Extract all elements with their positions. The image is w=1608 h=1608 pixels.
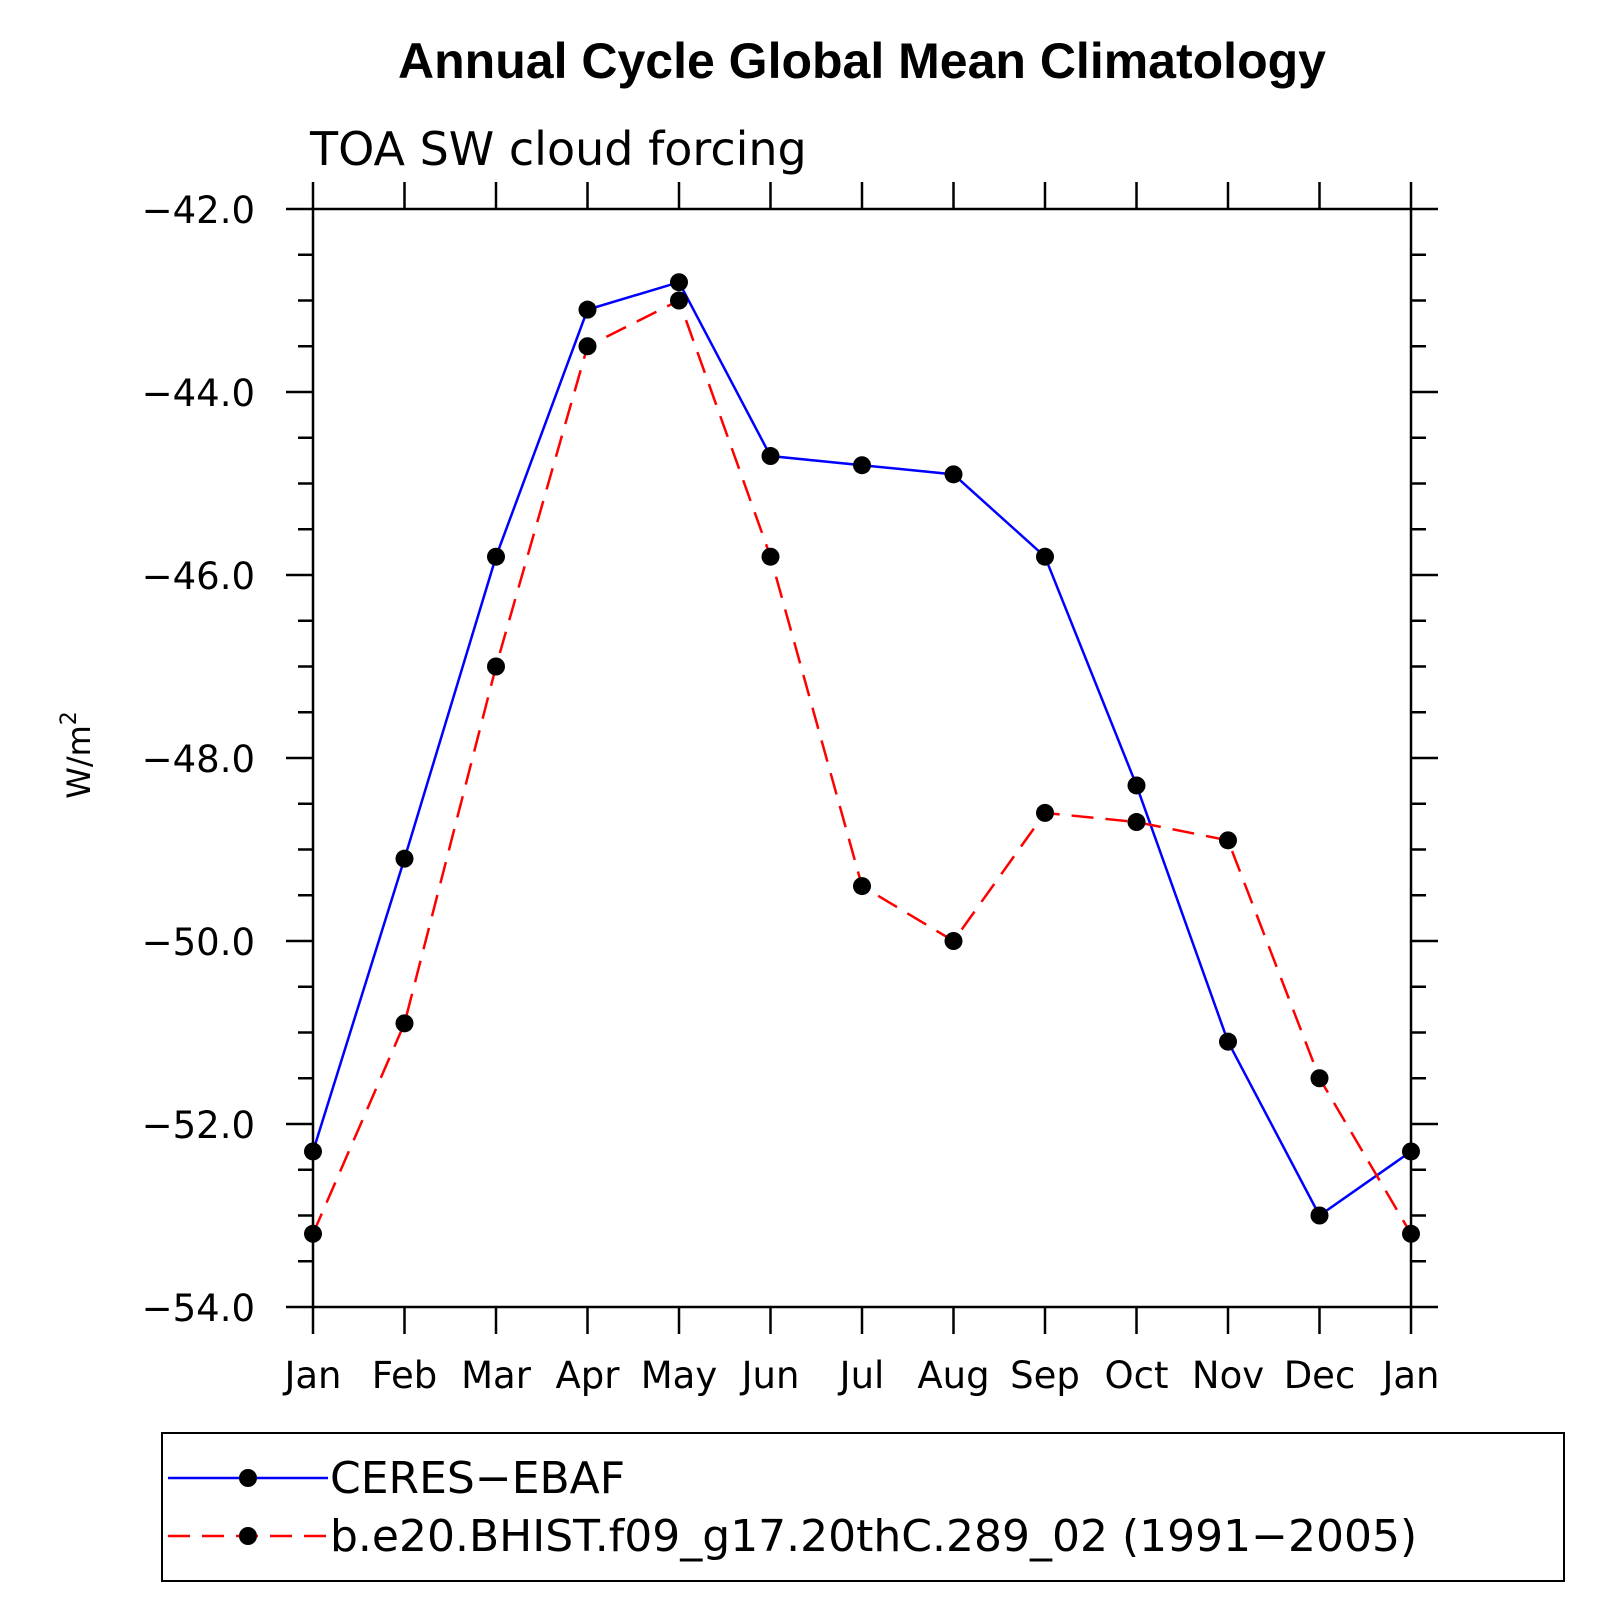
x-tick-label: Nov	[1192, 1354, 1264, 1397]
series-point	[944, 465, 963, 484]
x-tick-label: Mar	[461, 1354, 532, 1397]
series-point	[670, 291, 688, 310]
y-tick-label: −54.0	[142, 1287, 255, 1330]
x-tick-label: Aug	[917, 1354, 989, 1397]
legend-marker	[239, 1469, 257, 1487]
series-point	[761, 447, 780, 466]
y-tick-label: −44.0	[142, 372, 255, 415]
x-tick-label: Apr	[555, 1354, 620, 1397]
series-point	[1219, 831, 1237, 850]
x-tick-label: Jan	[1380, 1354, 1439, 1397]
series-point	[1402, 1142, 1420, 1161]
series-layer	[304, 273, 1420, 1243]
y-axis-title: W/m2	[57, 711, 98, 799]
x-tick-label: Feb	[372, 1354, 438, 1397]
series-line	[311, 298, 1413, 1235]
plot-frame	[311, 207, 1413, 1309]
series-point	[853, 456, 871, 475]
chart-subtitle: TOA SW cloud forcing	[309, 122, 807, 176]
y-tick-label: −46.0	[142, 555, 255, 598]
legend: CERES−EBAF b.e20.BHIST.f09_g17.20thC.289_…	[168, 1453, 1417, 1562]
series-point	[1310, 1206, 1329, 1225]
series-point	[1219, 1032, 1237, 1051]
series-point	[578, 337, 597, 356]
legend-label: CERES−EBAF	[330, 1453, 625, 1504]
chart-title: Annual Cycle Global Mean Climatology	[398, 33, 1326, 89]
svg-text:W/m2: W/m2	[57, 711, 98, 799]
series-point	[395, 1014, 414, 1033]
series-point	[1036, 547, 1054, 566]
x-tick-label: Sep	[1010, 1354, 1080, 1397]
x-tick-label: Dec	[1284, 1354, 1356, 1397]
series-point	[487, 657, 505, 676]
x-tick-label: Jan	[282, 1354, 341, 1397]
series-point	[761, 547, 780, 566]
series-point	[395, 849, 414, 868]
series-2	[304, 291, 1420, 1243]
x-tick-label: Jun	[740, 1354, 800, 1397]
series-point	[1036, 803, 1054, 822]
x-tick-label: Jul	[838, 1354, 885, 1397]
series-point	[1127, 776, 1146, 795]
x-tick-label: May	[641, 1354, 718, 1397]
x-tick-label: Oct	[1105, 1354, 1169, 1397]
series-point	[670, 273, 688, 292]
series-1	[304, 273, 1420, 1225]
y-axis-unit-superscript: 2	[57, 711, 82, 725]
y-axis-unit: W/m	[60, 725, 98, 799]
series-point	[853, 877, 871, 896]
y-tick-label: −48.0	[142, 738, 255, 781]
series-point	[1402, 1224, 1420, 1243]
series-point	[304, 1142, 322, 1161]
y-tick-label: −50.0	[142, 921, 255, 964]
series-line	[311, 280, 1412, 1218]
legend-box	[161, 1432, 1565, 1582]
series-point	[487, 547, 505, 566]
series-point	[304, 1224, 322, 1243]
y-tick-label: −52.0	[142, 1104, 255, 1147]
tick-labels: Jan Feb Mar Apr May Jun Jul Aug Sep Oct Nov Dec Jan−…	[142, 189, 1440, 1397]
legend-marker	[239, 1527, 257, 1545]
series-point	[1127, 813, 1146, 832]
series-point	[944, 932, 963, 950]
y-tick-label: −42.0	[142, 189, 255, 232]
axis-ticks	[286, 182, 1438, 1334]
legend-label: b.e20.BHIST.f09_g17.20thC.289_02 (1991−2…	[330, 1511, 1417, 1562]
series-point	[578, 300, 597, 319]
series-point	[1310, 1069, 1329, 1088]
